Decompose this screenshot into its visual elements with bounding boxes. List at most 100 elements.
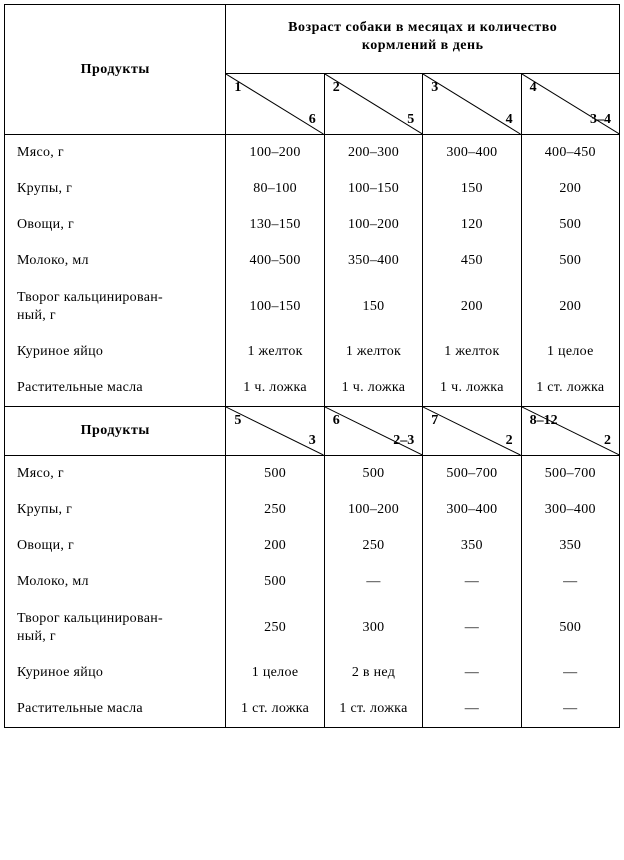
value-cell: 500–700 — [521, 456, 619, 493]
value-cell: — — [521, 655, 619, 691]
age-month-1: 1 — [234, 80, 241, 96]
age-month-2: 2 — [333, 80, 340, 96]
value-cell: — — [423, 564, 521, 600]
value-cell: 100–200 — [324, 492, 422, 528]
age-month-8: 8–12 — [530, 413, 558, 429]
value-cell: 1 ст. ложка — [324, 691, 422, 728]
product-label: Молоко, мл — [5, 243, 226, 279]
product-label: Мясо, г — [5, 456, 226, 493]
value-cell: 120 — [423, 207, 521, 243]
value-cell: 100–150 — [324, 171, 422, 207]
value-cell: 500 — [521, 243, 619, 279]
product-label: Куриное яйцо — [5, 334, 226, 370]
header-span: Возраст собаки в месяцах и количество ко… — [226, 5, 620, 74]
value-cell: 500 — [226, 564, 324, 600]
value-cell: — — [423, 600, 521, 655]
value-cell: — — [423, 691, 521, 728]
value-cell: 200 — [521, 171, 619, 207]
table-row: Куриное яйцо 1 желток 1 желток 1 желток … — [5, 334, 620, 370]
value-cell: 300–400 — [423, 492, 521, 528]
table-row: Мясо, г 100–200 200–300 300–400 400–450 — [5, 135, 620, 172]
table-row: Творог кальцинирован- ный, г 100–150 150… — [5, 279, 620, 334]
product-label: Крупы, г — [5, 171, 226, 207]
value-cell: 200 — [521, 279, 619, 334]
table-row: Крупы, г 250 100–200 300–400 300–400 — [5, 492, 620, 528]
value-cell: 150 — [324, 279, 422, 334]
subheader-products: Продукты — [5, 407, 226, 456]
value-cell: 250 — [226, 492, 324, 528]
age-month-6: 6 — [333, 413, 340, 429]
product-label: Растительные масла — [5, 370, 226, 407]
age-feed-1: 6 — [309, 112, 316, 128]
value-cell: 1 целое — [226, 655, 324, 691]
product-label: Куриное яйцо — [5, 655, 226, 691]
table-row: Творог кальцинирован- ный, г 250 300 — 5… — [5, 600, 620, 655]
value-cell: — — [521, 564, 619, 600]
value-cell: 200 — [226, 528, 324, 564]
product-label: Мясо, г — [5, 135, 226, 172]
value-cell: 1 ч. ложка — [324, 370, 422, 407]
value-cell: 500 — [521, 207, 619, 243]
value-cell: 1 желток — [324, 334, 422, 370]
table-row: Куриное яйцо 1 целое 2 в нед — — — [5, 655, 620, 691]
age-cell-4: 4 3–4 — [521, 74, 619, 135]
age-feed-5: 3 — [309, 433, 316, 449]
product-label: Крупы, г — [5, 492, 226, 528]
age-cell-6: 6 2–3 — [324, 407, 422, 456]
product-label: Творог кальцинирован- ный, г — [5, 279, 226, 334]
value-cell: 250 — [226, 600, 324, 655]
value-cell: 130–150 — [226, 207, 324, 243]
value-cell: 2 в нед — [324, 655, 422, 691]
value-cell: 250 — [324, 528, 422, 564]
age-feed-8: 2 — [604, 433, 611, 449]
age-feed-2: 5 — [407, 112, 414, 128]
value-cell: 1 ст. ложка — [521, 370, 619, 407]
table-row: Растительные масла 1 ч. ложка 1 ч. ложка… — [5, 370, 620, 407]
value-cell: 1 ст. ложка — [226, 691, 324, 728]
product-label: Овощи, г — [5, 528, 226, 564]
value-cell: 150 — [423, 171, 521, 207]
age-cell-8: 8–12 2 — [521, 407, 619, 456]
value-cell: 500–700 — [423, 456, 521, 493]
value-cell: 300–400 — [423, 135, 521, 172]
table-row: Овощи, г 130–150 100–200 120 500 — [5, 207, 620, 243]
table-row: Растительные масла 1 ст. ложка 1 ст. лож… — [5, 691, 620, 728]
value-cell: 500 — [226, 456, 324, 493]
age-month-4: 4 — [530, 80, 537, 96]
value-cell: 500 — [324, 456, 422, 493]
value-cell: — — [324, 564, 422, 600]
age-cell-5: 5 3 — [226, 407, 324, 456]
table-row: Крупы, г 80–100 100–150 150 200 — [5, 171, 620, 207]
age-month-7: 7 — [431, 413, 438, 429]
value-cell: 1 целое — [521, 334, 619, 370]
value-cell: 500 — [521, 600, 619, 655]
age-feed-4: 3–4 — [590, 112, 611, 128]
value-cell: 1 ч. ложка — [226, 370, 324, 407]
value-cell: 400–500 — [226, 243, 324, 279]
age-cell-2: 2 5 — [324, 74, 422, 135]
age-month-5: 5 — [234, 413, 241, 429]
value-cell: 350 — [521, 528, 619, 564]
value-cell: 300 — [324, 600, 422, 655]
value-cell: 1 желток — [226, 334, 324, 370]
age-cell-1: 1 6 — [226, 74, 324, 135]
value-cell: 80–100 — [226, 171, 324, 207]
product-label: Молоко, мл — [5, 564, 226, 600]
product-label: Растительные масла — [5, 691, 226, 728]
value-cell: 1 желток — [423, 334, 521, 370]
age-feed-7: 2 — [506, 433, 513, 449]
table-row: Молоко, мл 400–500 350–400 450 500 — [5, 243, 620, 279]
product-label: Овощи, г — [5, 207, 226, 243]
table-row: Молоко, мл 500 — — — — [5, 564, 620, 600]
header-span-l2: кормлений в день — [362, 38, 484, 53]
value-cell: 400–450 — [521, 135, 619, 172]
product-label: Творог кальцинирован- ный, г — [5, 600, 226, 655]
age-cell-3: 3 4 — [423, 74, 521, 135]
value-cell: — — [423, 655, 521, 691]
age-cell-7: 7 2 — [423, 407, 521, 456]
value-cell: 350 — [423, 528, 521, 564]
value-cell: 100–200 — [226, 135, 324, 172]
product-label-l2: ный, г — [17, 629, 56, 644]
value-cell: 450 — [423, 243, 521, 279]
value-cell: 200–300 — [324, 135, 422, 172]
